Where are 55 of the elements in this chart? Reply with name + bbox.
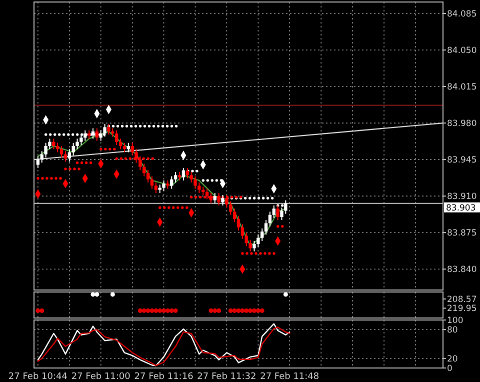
y-tick-label: 219.95 [447,304,477,314]
candlestick [229,200,232,216]
candlestick [56,142,60,153]
candlestick [95,128,99,142]
candlestick [146,170,150,184]
y-tick-label: 208.57 [447,294,477,305]
candlestick [240,224,244,240]
x-tick-label: 27 Feb 10:44 [8,372,68,382]
y-tick-label: 84.015 [447,82,477,92]
candlestick [52,138,56,150]
y-tick-label: 83.840 [447,265,477,276]
x-tick-label: 27 Feb 11:48 [260,372,320,382]
candlestick [122,142,126,153]
candlestick [244,232,248,247]
y-tick-label: 84.050 [447,46,477,56]
candlestick [64,150,68,162]
candlestick [268,211,272,227]
x-tick-label: 27 Feb 11:00 [71,372,131,382]
candlestick [264,220,268,236]
candlestick [272,204,276,218]
candlestick [107,124,110,136]
candlestick [60,146,64,158]
y-tick-label: 83.980 [447,119,477,130]
y-tick-label: 20 [447,354,458,364]
candlestick [276,204,280,221]
candlestick [114,130,118,146]
candlestick [142,163,146,177]
candlestick [170,176,174,190]
candlestick [221,194,224,206]
candlestick [118,138,122,150]
candlestick [198,182,201,194]
y-tick-label: 83.910 [447,192,477,202]
y-tick-label: 100 [447,316,464,326]
y-tick-label: 84.085 [447,9,477,20]
candlestick [150,176,154,190]
candlestick [130,142,134,156]
candlestick [68,148,71,162]
y-tick-label: 83.945 [447,156,477,166]
y-tick-label: 83.875 [447,228,477,239]
candlestick [236,215,240,232]
candlestick [213,192,217,204]
candlestick [186,167,189,179]
candlestick [154,182,158,194]
ref-line-label: 83.903 [446,203,476,214]
y-tick-label: 0 [447,364,452,374]
x-tick-label: 27 Feb 11:32 [197,372,256,382]
x-tick-label: 27 Feb 11:16 [134,372,194,382]
candlestick [194,176,197,190]
candlestick [174,172,178,184]
candlestick [162,180,166,192]
candlestick [260,228,264,242]
candlestick [126,142,130,153]
candlestick [232,208,236,223]
y-tick-label: 80 [447,326,458,336]
candlestick [36,156,40,168]
